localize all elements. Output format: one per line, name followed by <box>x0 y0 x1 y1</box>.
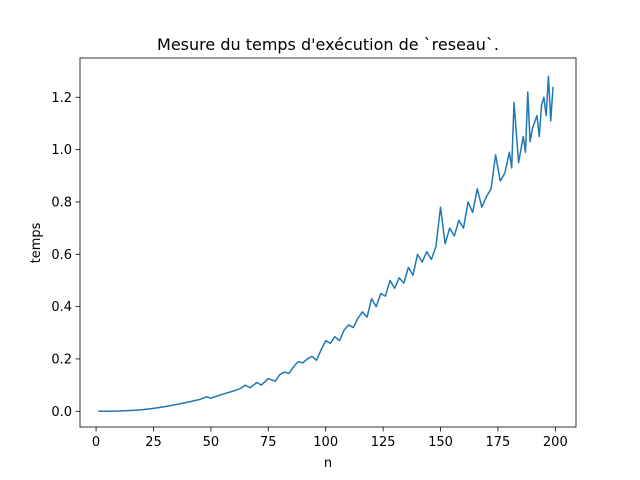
y-tick-label: 0.8 <box>51 195 72 210</box>
x-tick-label: 50 <box>203 435 220 450</box>
plot-frame <box>79 57 577 428</box>
x-tick-label: 200 <box>543 435 568 450</box>
y-tick-label: 0.6 <box>51 248 72 263</box>
series-line-0 <box>98 75 554 413</box>
x-tick-label: 75 <box>260 435 277 450</box>
x-tick-label: 25 <box>145 435 162 450</box>
x-axis-label: n <box>324 456 332 471</box>
y-axis-label: temps <box>29 222 44 263</box>
y-tick-label: 0.0 <box>51 405 72 420</box>
x-tick-label: 0 <box>92 435 100 450</box>
y-tick-label: 1.0 <box>51 143 72 158</box>
chart-title: Mesure du temps d'exécution de `reseau`. <box>157 35 499 54</box>
x-tick-label: 150 <box>428 435 453 450</box>
x-tick-label: 125 <box>371 435 396 450</box>
x-tick-label: 175 <box>486 435 511 450</box>
x-tick-label: 100 <box>313 435 338 450</box>
y-tick-label: 0.2 <box>51 352 72 367</box>
plot-area: 0 25 50 75 100 125 150 175 200 0.0 0.2 0.4 0.6 0.8 1.0… <box>51 57 577 450</box>
y-tick-label: 1.2 <box>51 91 72 106</box>
y-tick-label: 0.4 <box>51 300 72 315</box>
